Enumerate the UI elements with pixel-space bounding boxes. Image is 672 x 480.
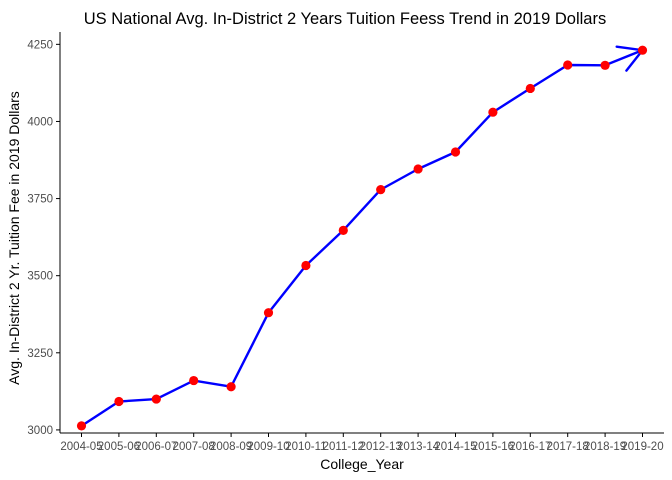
data-point (226, 382, 236, 392)
data-point (488, 107, 498, 117)
data-point (450, 147, 461, 157)
y-tick-label: 3250 (27, 348, 53, 360)
x-tick-label: 2004-05 (60, 441, 102, 453)
data-point (189, 375, 199, 386)
x-tick-label: 2008-09 (210, 441, 252, 453)
chart-title: US National Avg. In-District 2 Years Tui… (84, 10, 606, 28)
data-point (338, 225, 348, 235)
x-tick-label: 2012-13 (360, 441, 402, 453)
x-axis-title: College_Year (320, 456, 404, 472)
y-tick-label: 3500 (27, 271, 53, 283)
data-point (76, 421, 87, 431)
x-tick-label: 2014-15 (434, 441, 476, 453)
data-point (413, 164, 423, 174)
plot-area (76, 45, 648, 431)
x-tick-label: 2007-08 (173, 441, 215, 453)
data-point (525, 83, 535, 94)
x-axis-ticks: 2004-052005-062006-072007-082008-092009-… (60, 433, 664, 453)
series-line (80, 49, 644, 428)
data-point (563, 60, 573, 70)
y-tick-label: 4250 (27, 39, 53, 51)
y-axis-ticks: 3000 3250 3500 3750 4000 4250 (27, 39, 60, 437)
data-point (600, 60, 610, 70)
data-point (151, 394, 161, 404)
x-tick-label: 2006-07 (135, 441, 177, 453)
x-tick-label: 2016-17 (509, 441, 551, 453)
x-tick-label: 2011-12 (323, 441, 364, 453)
y-tick-label: 4000 (27, 116, 53, 128)
x-tick-label: 2019-20 (621, 441, 663, 453)
data-point (637, 45, 648, 55)
y-tick-label: 3750 (27, 194, 53, 206)
x-tick-label: 2009-10 (247, 441, 289, 453)
data-point (376, 185, 386, 195)
x-tick-label: 2015-16 (472, 441, 514, 453)
x-tick-label: 2017-18 (547, 441, 589, 453)
y-tick-label: 3000 (27, 425, 53, 437)
data-point (114, 396, 124, 407)
data-point (301, 260, 311, 271)
y-axis-title: Avg. In-District 2 Yr. Tuition Fee in 20… (6, 91, 22, 385)
x-tick-label: 2013-14 (397, 441, 440, 453)
x-tick-label: 2010-11 (285, 441, 326, 453)
data-point (263, 308, 274, 318)
x-tick-label: 2005-06 (98, 441, 140, 453)
x-tick-label: 2018-19 (584, 441, 626, 453)
